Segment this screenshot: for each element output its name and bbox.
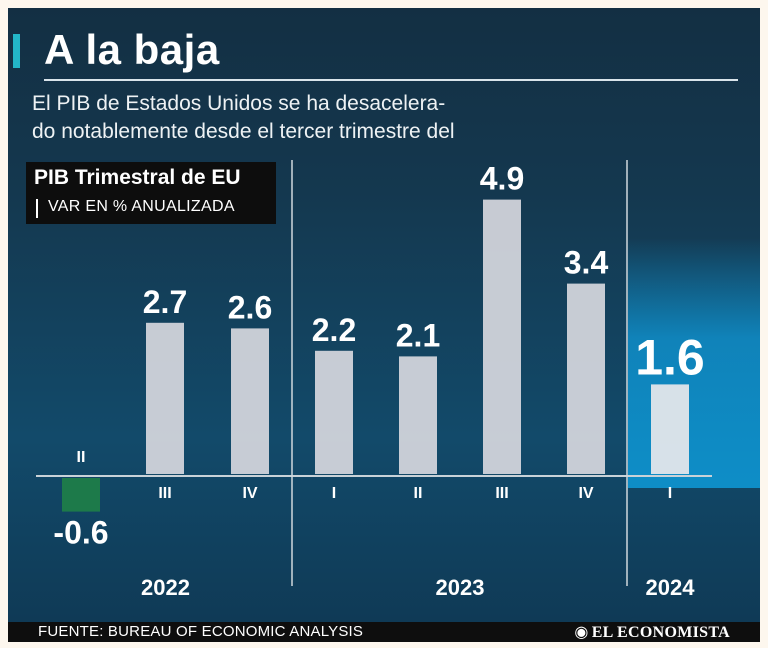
bar-3: [315, 350, 353, 474]
value-label-7: 1.6: [635, 329, 705, 385]
quarter-label-3: I: [332, 485, 336, 502]
quarter-label-6: IV: [578, 485, 593, 502]
footer-source: FUENTE: BUREAU OF ECONOMIC ANALYSIS: [38, 623, 364, 640]
bar-7: [651, 384, 689, 474]
legend-title: PIB Trimestral de EU: [34, 166, 241, 189]
highlight-glow: [628, 238, 760, 488]
bar-0: [62, 478, 100, 512]
footer-brand: ◉ EL ECONOMISTA: [574, 622, 730, 642]
subtitle-line-2: do notablemente desde el tercer trimestr…: [32, 120, 455, 143]
quarter-label-1: III: [158, 485, 171, 502]
value-label-1: 2.7: [143, 284, 187, 320]
bar-6: [567, 283, 605, 474]
quarter-label-7: I: [668, 485, 672, 502]
value-label-4: 2.1: [396, 317, 440, 353]
title-accent-bar: [13, 34, 20, 68]
year-label-2024: 2024: [646, 575, 696, 600]
quarter-label-0: II: [77, 449, 86, 466]
page-title: A la baja: [44, 26, 220, 73]
value-label-5: 4.9: [480, 161, 524, 197]
legend-unit: VAR EN % ANUALIZADA: [48, 198, 235, 215]
year-label-2022: 2022: [141, 575, 190, 600]
bar-1: [146, 322, 184, 474]
subtitle: El PIB de Estados Unidos se ha desaceler…: [32, 90, 592, 146]
quarter-label-4: II: [414, 485, 423, 502]
quarter-label-2: IV: [242, 485, 257, 502]
bar-5: [483, 199, 521, 474]
year-label-2023: 2023: [436, 575, 485, 600]
bar-4: [399, 356, 437, 474]
bar-2: [231, 328, 269, 474]
value-label-2: 2.6: [228, 289, 272, 325]
quarter-label-5: III: [495, 485, 508, 502]
legend-box: PIB Trimestral de EU VAR EN % ANUALIZADA: [26, 162, 276, 224]
globe-icon: ◉: [574, 624, 589, 641]
footer: FUENTE: BUREAU OF ECONOMIC ANALYSIS ◉ EL …: [8, 622, 760, 642]
title-divider: [44, 79, 738, 81]
value-label-6: 3.4: [564, 245, 609, 281]
value-label-0: -0.6: [53, 515, 108, 551]
value-label-3: 2.2: [312, 312, 356, 348]
infographic-card: A la baja El PIB de Estados Unidos se ha…: [8, 8, 760, 622]
brand-name: EL ECONOMISTA: [591, 624, 730, 641]
legend-divider: [36, 199, 38, 218]
subtitle-line-1: El PIB de Estados Unidos se ha desaceler…: [32, 92, 446, 115]
